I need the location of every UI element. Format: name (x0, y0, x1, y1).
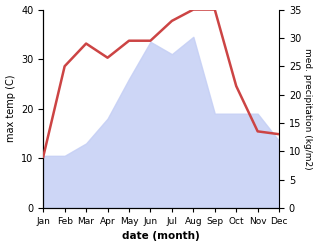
Y-axis label: max temp (C): max temp (C) (5, 75, 16, 143)
Y-axis label: med. precipitation (kg/m2): med. precipitation (kg/m2) (303, 48, 313, 169)
X-axis label: date (month): date (month) (122, 231, 200, 242)
